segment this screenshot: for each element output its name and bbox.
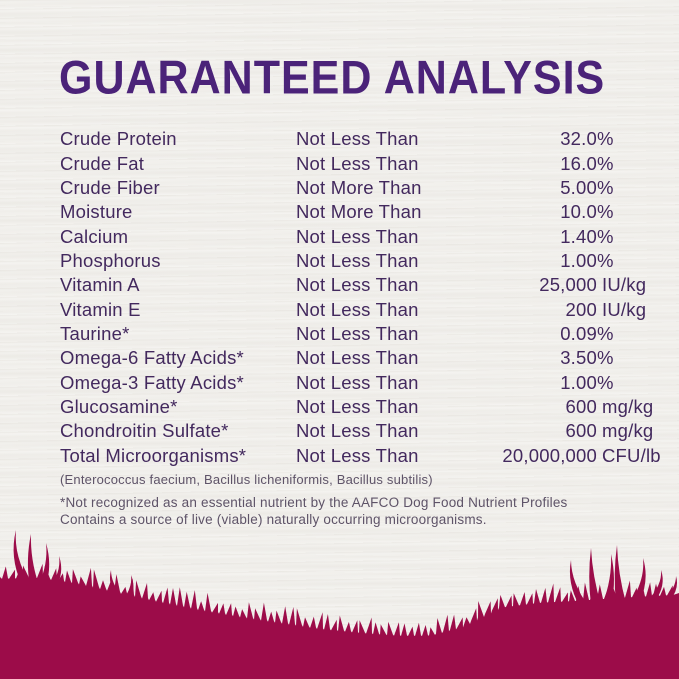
value-unit: % (597, 128, 614, 150)
nutrient-name: Omega-3 Fatty Acids* (60, 371, 244, 393)
value-unit: % (597, 201, 614, 223)
value-unit: mg/kg (602, 395, 654, 417)
footnote-line-1: *Not recognized as an essential nutrient… (60, 495, 568, 510)
table-row: Crude Fiber Not More Than 5.00 % (0, 176, 679, 200)
value-number: 200 (565, 298, 597, 320)
qualifier: Not Less Than (296, 395, 419, 417)
table-row: Omega-3 Fatty Acids* Not Less Than 1.00 … (0, 370, 679, 394)
table-row: Vitamin A Not Less Than 25,000 IU/kg (0, 273, 679, 297)
value-unit: % (597, 322, 614, 344)
nutrient-name: Crude Fiber (60, 176, 160, 198)
nutrient-name: Vitamin A (60, 274, 140, 296)
value-unit: mg/kg (602, 420, 654, 442)
nutrient-name: Crude Protein (60, 128, 177, 150)
section-title: GUARANTEED ANALYSIS (59, 51, 606, 105)
value-number: 32.0 (560, 128, 597, 150)
qualifier: Not More Than (296, 176, 422, 198)
qualifier: Not Less Than (296, 444, 419, 466)
value-number: 3.50 (560, 347, 597, 369)
nutrient-name: Omega-6 Fatty Acids* (60, 347, 244, 369)
footnote-line-2: Contains a source of live (viable) natur… (60, 511, 487, 527)
value-number: 5.00 (560, 176, 597, 198)
value-number: 1.00 (560, 249, 597, 271)
grass-silhouette (0, 530, 679, 679)
value-unit: IU/kg (602, 298, 647, 320)
value-unit: % (597, 249, 614, 271)
value-number: 600 (565, 395, 597, 417)
value-number: 16.0 (560, 152, 597, 174)
nutrient-name: Calcium (60, 225, 129, 247)
table-row: Calcium Not Less Than 1.40 % (0, 224, 679, 248)
table-row: Total Microorganisms* Not Less Than 20,0… (0, 443, 679, 467)
nutrient-name: Crude Fat (60, 152, 145, 174)
nutrient-name: Vitamin E (60, 298, 141, 320)
value-unit: % (597, 152, 614, 174)
value-unit: IU/kg (602, 274, 647, 296)
table-row: Taurine* Not Less Than 0.09 % (0, 322, 679, 346)
table-row: Crude Protein Not Less Than 32.0 % (0, 127, 679, 151)
value-number: 25,000 (539, 274, 597, 296)
table-row: Moisture Not More Than 10.0 % (0, 200, 679, 224)
value-unit: % (597, 347, 614, 369)
value-unit: % (597, 176, 614, 198)
qualifier: Not Less Than (296, 225, 419, 247)
qualifier: Not Less Than (296, 371, 419, 393)
value-number: 20,000,000 (502, 444, 597, 466)
table-row: Omega-6 Fatty Acids* Not Less Than 3.50 … (0, 346, 679, 370)
qualifier: Not More Than (296, 201, 422, 223)
value-unit: CFU/lb (602, 444, 661, 466)
value-unit: % (597, 225, 614, 247)
table-row: Phosphorus Not Less Than 1.00 % (0, 249, 679, 273)
nutrient-name: Taurine* (60, 322, 130, 344)
table-row: Chondroitin Sulfate* Not Less Than 600 m… (0, 419, 679, 443)
qualifier: Not Less Than (296, 152, 419, 174)
value-number: 1.40 (560, 225, 597, 247)
value-number: 1.00 (560, 371, 597, 393)
value-number: 600 (565, 420, 597, 442)
value-number: 10.0 (560, 201, 597, 223)
qualifier: Not Less Than (296, 249, 419, 271)
microorganism-species-note: (Enterococcus faecium, Bacillus lichenif… (60, 472, 433, 487)
nutrient-name: Glucosamine* (60, 395, 178, 417)
qualifier: Not Less Than (296, 128, 419, 150)
qualifier: Not Less Than (296, 322, 419, 344)
table-row: Glucosamine* Not Less Than 600 mg/kg (0, 395, 679, 419)
aafco-footnote: *Not recognized as an essential nutrient… (60, 495, 568, 528)
nutrient-name: Moisture (60, 201, 133, 223)
nutrient-name: Phosphorus (60, 249, 161, 271)
value-number: 0.09 (560, 322, 597, 344)
qualifier: Not Less Than (296, 347, 419, 369)
nutrient-name: Chondroitin Sulfate* (60, 420, 229, 442)
qualifier: Not Less Than (296, 420, 419, 442)
guaranteed-analysis-table: Crude Protein Not Less Than 32.0 % Crude… (0, 127, 679, 468)
table-row: Crude Fat Not Less Than 16.0 % (0, 151, 679, 175)
qualifier: Not Less Than (296, 298, 419, 320)
table-row: Vitamin E Not Less Than 200 IU/kg (0, 297, 679, 321)
value-unit: % (597, 371, 614, 393)
nutrient-name: Total Microorganisms* (60, 444, 247, 466)
qualifier: Not Less Than (296, 274, 419, 296)
